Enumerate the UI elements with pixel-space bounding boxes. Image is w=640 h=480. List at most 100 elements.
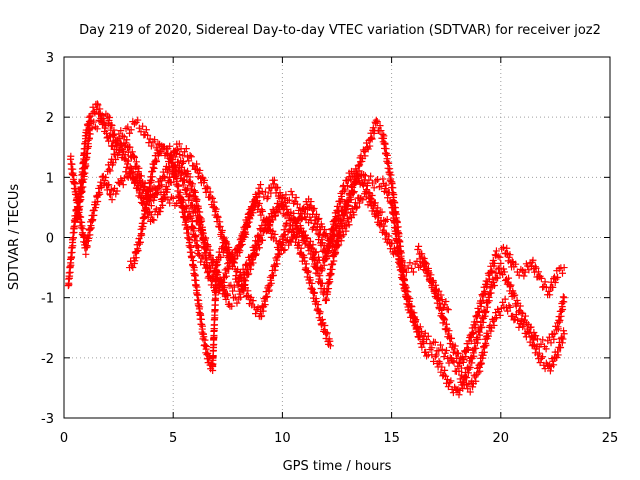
data-point <box>429 278 437 286</box>
data-point <box>409 268 417 276</box>
data-point <box>477 360 485 368</box>
data-point <box>141 212 149 220</box>
data-point <box>298 214 306 222</box>
data-point <box>287 222 295 230</box>
data-point <box>445 327 453 335</box>
data-point <box>301 231 309 239</box>
data-point <box>151 136 159 144</box>
data-point <box>340 231 348 239</box>
data-point <box>207 251 215 259</box>
data-point <box>313 297 321 305</box>
data-point <box>376 122 384 130</box>
y-tick-label: -3 <box>41 412 54 427</box>
data-point <box>163 145 171 153</box>
data-point <box>85 134 93 142</box>
data-point <box>329 260 337 268</box>
data-point <box>198 322 206 330</box>
data-point <box>373 118 381 126</box>
data-point <box>408 309 416 317</box>
data-point <box>200 333 208 341</box>
data-point <box>474 336 482 344</box>
data-point <box>420 255 428 263</box>
data-point <box>182 217 190 225</box>
data-point <box>130 152 138 160</box>
data-point <box>287 187 295 195</box>
data-point <box>259 207 267 215</box>
data-point <box>420 339 428 347</box>
data-point <box>276 250 284 258</box>
data-point <box>132 163 140 171</box>
data-point <box>281 212 289 220</box>
data-point <box>75 206 83 214</box>
data-point <box>186 192 194 200</box>
data-point <box>364 145 372 153</box>
data-point <box>380 132 388 140</box>
data-point <box>541 278 549 286</box>
data-point <box>556 316 564 324</box>
data-point <box>197 258 205 266</box>
data-point <box>252 310 260 318</box>
data-point <box>318 315 326 323</box>
data-point <box>237 241 245 249</box>
data-point <box>254 189 262 197</box>
data-point <box>445 359 453 367</box>
data-point <box>546 361 554 369</box>
data-point <box>178 169 186 177</box>
data-point <box>270 180 278 188</box>
data-point <box>551 279 559 287</box>
data-point <box>403 294 411 302</box>
data-point <box>108 121 116 129</box>
data-point <box>82 250 90 258</box>
data-point <box>93 125 101 133</box>
data-point <box>537 354 545 362</box>
data-point <box>210 340 218 348</box>
data-point <box>349 183 357 191</box>
data-point <box>172 147 180 155</box>
data-point <box>273 184 281 192</box>
data-point <box>234 281 242 289</box>
data-point <box>482 341 490 349</box>
data-point <box>372 116 380 124</box>
data-point <box>191 272 199 280</box>
data-point <box>379 130 387 138</box>
data-point <box>388 239 396 247</box>
data-point <box>196 303 204 311</box>
data-point <box>147 211 155 219</box>
data-point <box>178 196 186 204</box>
data-point <box>307 198 315 206</box>
data-point <box>507 281 515 289</box>
data-point <box>190 203 198 211</box>
data-point <box>476 367 484 375</box>
data-point <box>533 343 541 351</box>
data-point <box>277 198 285 206</box>
data-point <box>390 191 398 199</box>
data-point <box>539 336 547 344</box>
data-point <box>224 292 232 300</box>
data-point <box>354 172 362 180</box>
data-point <box>550 335 558 343</box>
data-point <box>427 271 435 279</box>
data-point <box>201 342 209 350</box>
data-point <box>202 234 210 242</box>
data-point <box>339 212 347 220</box>
data-point <box>253 305 261 313</box>
data-point <box>252 250 260 258</box>
data-point <box>212 294 220 302</box>
data-point <box>90 207 98 215</box>
data-point <box>505 274 513 282</box>
data-point <box>126 169 134 177</box>
data-point <box>129 264 137 272</box>
data-point <box>85 142 93 150</box>
data-point <box>355 177 363 185</box>
data-point <box>80 172 88 180</box>
y-tick-label: 1 <box>46 171 54 186</box>
data-point <box>347 195 355 203</box>
tick-labels: 0 5 10 15 20 25 -3 -2 -1 0 1 2 3 <box>41 51 618 446</box>
data-point <box>482 308 490 316</box>
data-point <box>535 268 543 276</box>
data-point <box>247 265 255 273</box>
data-point <box>342 205 350 213</box>
data-point <box>309 206 317 214</box>
data-point <box>189 180 197 188</box>
data-point <box>533 335 541 343</box>
